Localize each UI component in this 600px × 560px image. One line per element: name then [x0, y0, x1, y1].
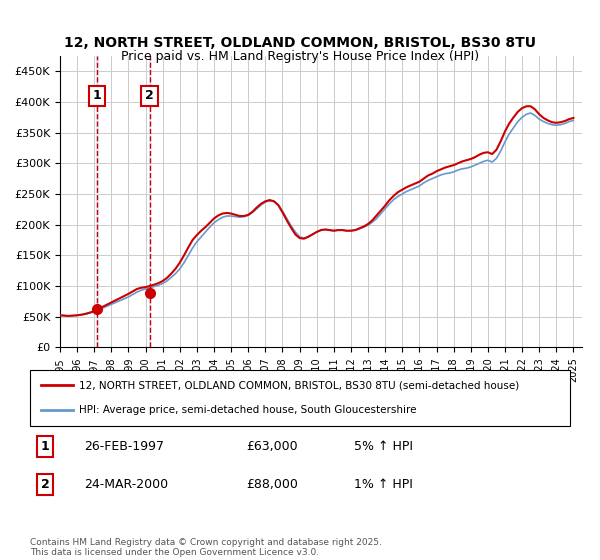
Text: £63,000: £63,000	[246, 440, 298, 453]
Text: 26-FEB-1997: 26-FEB-1997	[84, 440, 164, 453]
Text: 5% ↑ HPI: 5% ↑ HPI	[354, 440, 413, 453]
Text: HPI: Average price, semi-detached house, South Gloucestershire: HPI: Average price, semi-detached house,…	[79, 405, 416, 415]
Text: 12, NORTH STREET, OLDLAND COMMON, BRISTOL, BS30 8TU (semi-detached house): 12, NORTH STREET, OLDLAND COMMON, BRISTO…	[79, 380, 519, 390]
Text: 1: 1	[41, 440, 50, 453]
Text: Price paid vs. HM Land Registry's House Price Index (HPI): Price paid vs. HM Land Registry's House …	[121, 50, 479, 63]
Text: 2: 2	[41, 478, 50, 491]
Text: 12, NORTH STREET, OLDLAND COMMON, BRISTOL, BS30 8TU: 12, NORTH STREET, OLDLAND COMMON, BRISTO…	[64, 36, 536, 50]
Bar	[96, 56, 98, 347]
Text: £88,000: £88,000	[246, 478, 298, 491]
Text: 1% ↑ HPI: 1% ↑ HPI	[354, 478, 413, 491]
Bar	[149, 56, 151, 347]
Text: 24-MAR-2000: 24-MAR-2000	[84, 478, 168, 491]
Text: 1: 1	[92, 90, 101, 102]
FancyBboxPatch shape	[30, 370, 570, 426]
Text: 2: 2	[145, 90, 154, 102]
Text: Contains HM Land Registry data © Crown copyright and database right 2025.
This d: Contains HM Land Registry data © Crown c…	[30, 538, 382, 557]
